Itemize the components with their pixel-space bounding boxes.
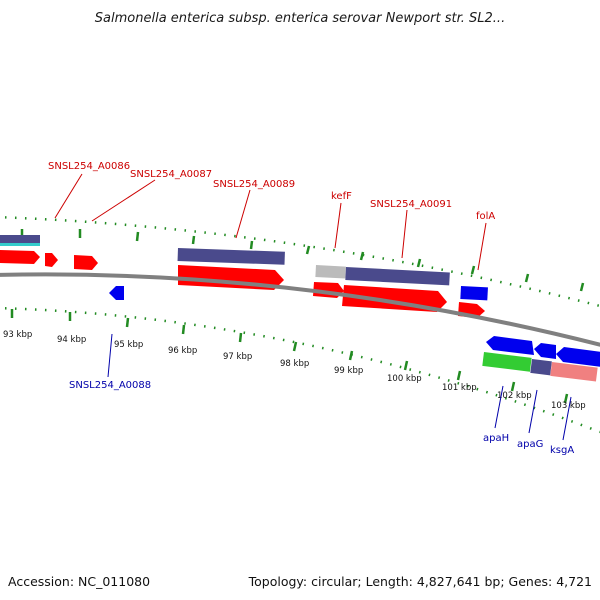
gene-label-a0088[interactable]: SNSL254_A0088 bbox=[69, 380, 151, 391]
gene-red-arrow-2[interactable] bbox=[45, 253, 58, 267]
gene-label-fola[interactable]: folA bbox=[476, 211, 495, 222]
reverse-gene-labels: SNSL254_A0088 apaH apaG ksgA bbox=[69, 333, 574, 456]
genome-backbone bbox=[0, 272, 600, 347]
gene-label-a0091[interactable]: SNSL254_A0091 bbox=[370, 199, 452, 210]
tick-label: 95 kbp bbox=[114, 340, 143, 350]
organism-title: Salmonella enterica subsp. enterica sero… bbox=[95, 11, 505, 26]
leader-line bbox=[107, 333, 113, 378]
gene-label-keff[interactable]: kefF bbox=[331, 191, 352, 202]
tick-label: 97 kbp bbox=[223, 352, 252, 362]
gene-red-arrow-3[interactable] bbox=[74, 255, 98, 270]
tick-label: 100 kbp bbox=[387, 374, 422, 384]
inner-ruler bbox=[0, 306, 600, 434]
gene-blue-arrow-small[interactable] bbox=[109, 286, 124, 300]
gene-keff-block[interactable] bbox=[315, 265, 346, 279]
leader-line bbox=[528, 389, 538, 434]
leader-line bbox=[235, 189, 251, 239]
gene-apah-block[interactable] bbox=[482, 352, 532, 372]
leader-line bbox=[91, 179, 156, 222]
gene-red-arrow-1[interactable] bbox=[0, 250, 40, 264]
tick-label: 102 kbp bbox=[497, 391, 532, 401]
leader-line bbox=[54, 173, 83, 219]
gene-a0091-block[interactable] bbox=[345, 267, 450, 286]
gene-apag-block[interactable] bbox=[530, 359, 552, 376]
gene-fola-block[interactable] bbox=[460, 286, 488, 301]
gene-left-purple[interactable] bbox=[0, 235, 40, 243]
gene-left-cyan[interactable] bbox=[0, 243, 40, 246]
tick-label: 93 kbp bbox=[3, 330, 32, 340]
leader-line bbox=[334, 202, 342, 249]
leader-line bbox=[401, 209, 408, 259]
leader-line bbox=[494, 385, 504, 429]
tick-label: 94 kbp bbox=[57, 335, 86, 345]
gene-label-a0086[interactable]: SNSL254_A0086 bbox=[48, 161, 130, 172]
gene-label-apah[interactable]: apaH bbox=[483, 433, 509, 444]
tick-label: 98 kbp bbox=[280, 359, 309, 369]
gene-label-ksga[interactable]: ksgA bbox=[550, 445, 574, 456]
inner-ruler-major-ticks bbox=[10, 309, 569, 404]
topology-summary: Topology: circular; Length: 4,827,641 bp… bbox=[248, 574, 592, 589]
gene-label-apag[interactable]: apaG bbox=[517, 439, 543, 450]
gene-blue-arrow-3[interactable] bbox=[556, 347, 600, 367]
leader-line bbox=[562, 396, 572, 441]
gene-ksga-block[interactable] bbox=[550, 361, 598, 382]
outer-ruler bbox=[0, 215, 600, 308]
forward-gene-labels: SNSL254_A0086 SNSL254_A0087 SNSL254_A008… bbox=[48, 161, 495, 271]
scale-labels: 93 kbp 94 kbp 95 kbp 96 kbp 97 kbp 98 kb… bbox=[3, 330, 586, 411]
tick-label: 99 kbp bbox=[334, 366, 363, 376]
gene-blue-arrow-1[interactable] bbox=[486, 336, 534, 355]
reverse-genes bbox=[109, 286, 600, 382]
gene-label-a0087[interactable]: SNSL254_A0087 bbox=[130, 169, 212, 180]
inner-ruler-dots bbox=[0, 306, 600, 434]
tick-label: 103 kbp bbox=[551, 401, 586, 411]
outer-ruler-major-ticks bbox=[20, 229, 585, 292]
gene-label-a0089[interactable]: SNSL254_A0089 bbox=[213, 179, 295, 190]
tick-label: 96 kbp bbox=[168, 346, 197, 356]
accession-text: Accession: NC_011080 bbox=[8, 574, 150, 589]
leader-line bbox=[477, 222, 487, 271]
gene-blue-arrow-2[interactable] bbox=[534, 343, 556, 359]
tick-label: 101 kbp bbox=[442, 383, 477, 393]
gene-a0089-block[interactable] bbox=[177, 248, 285, 265]
